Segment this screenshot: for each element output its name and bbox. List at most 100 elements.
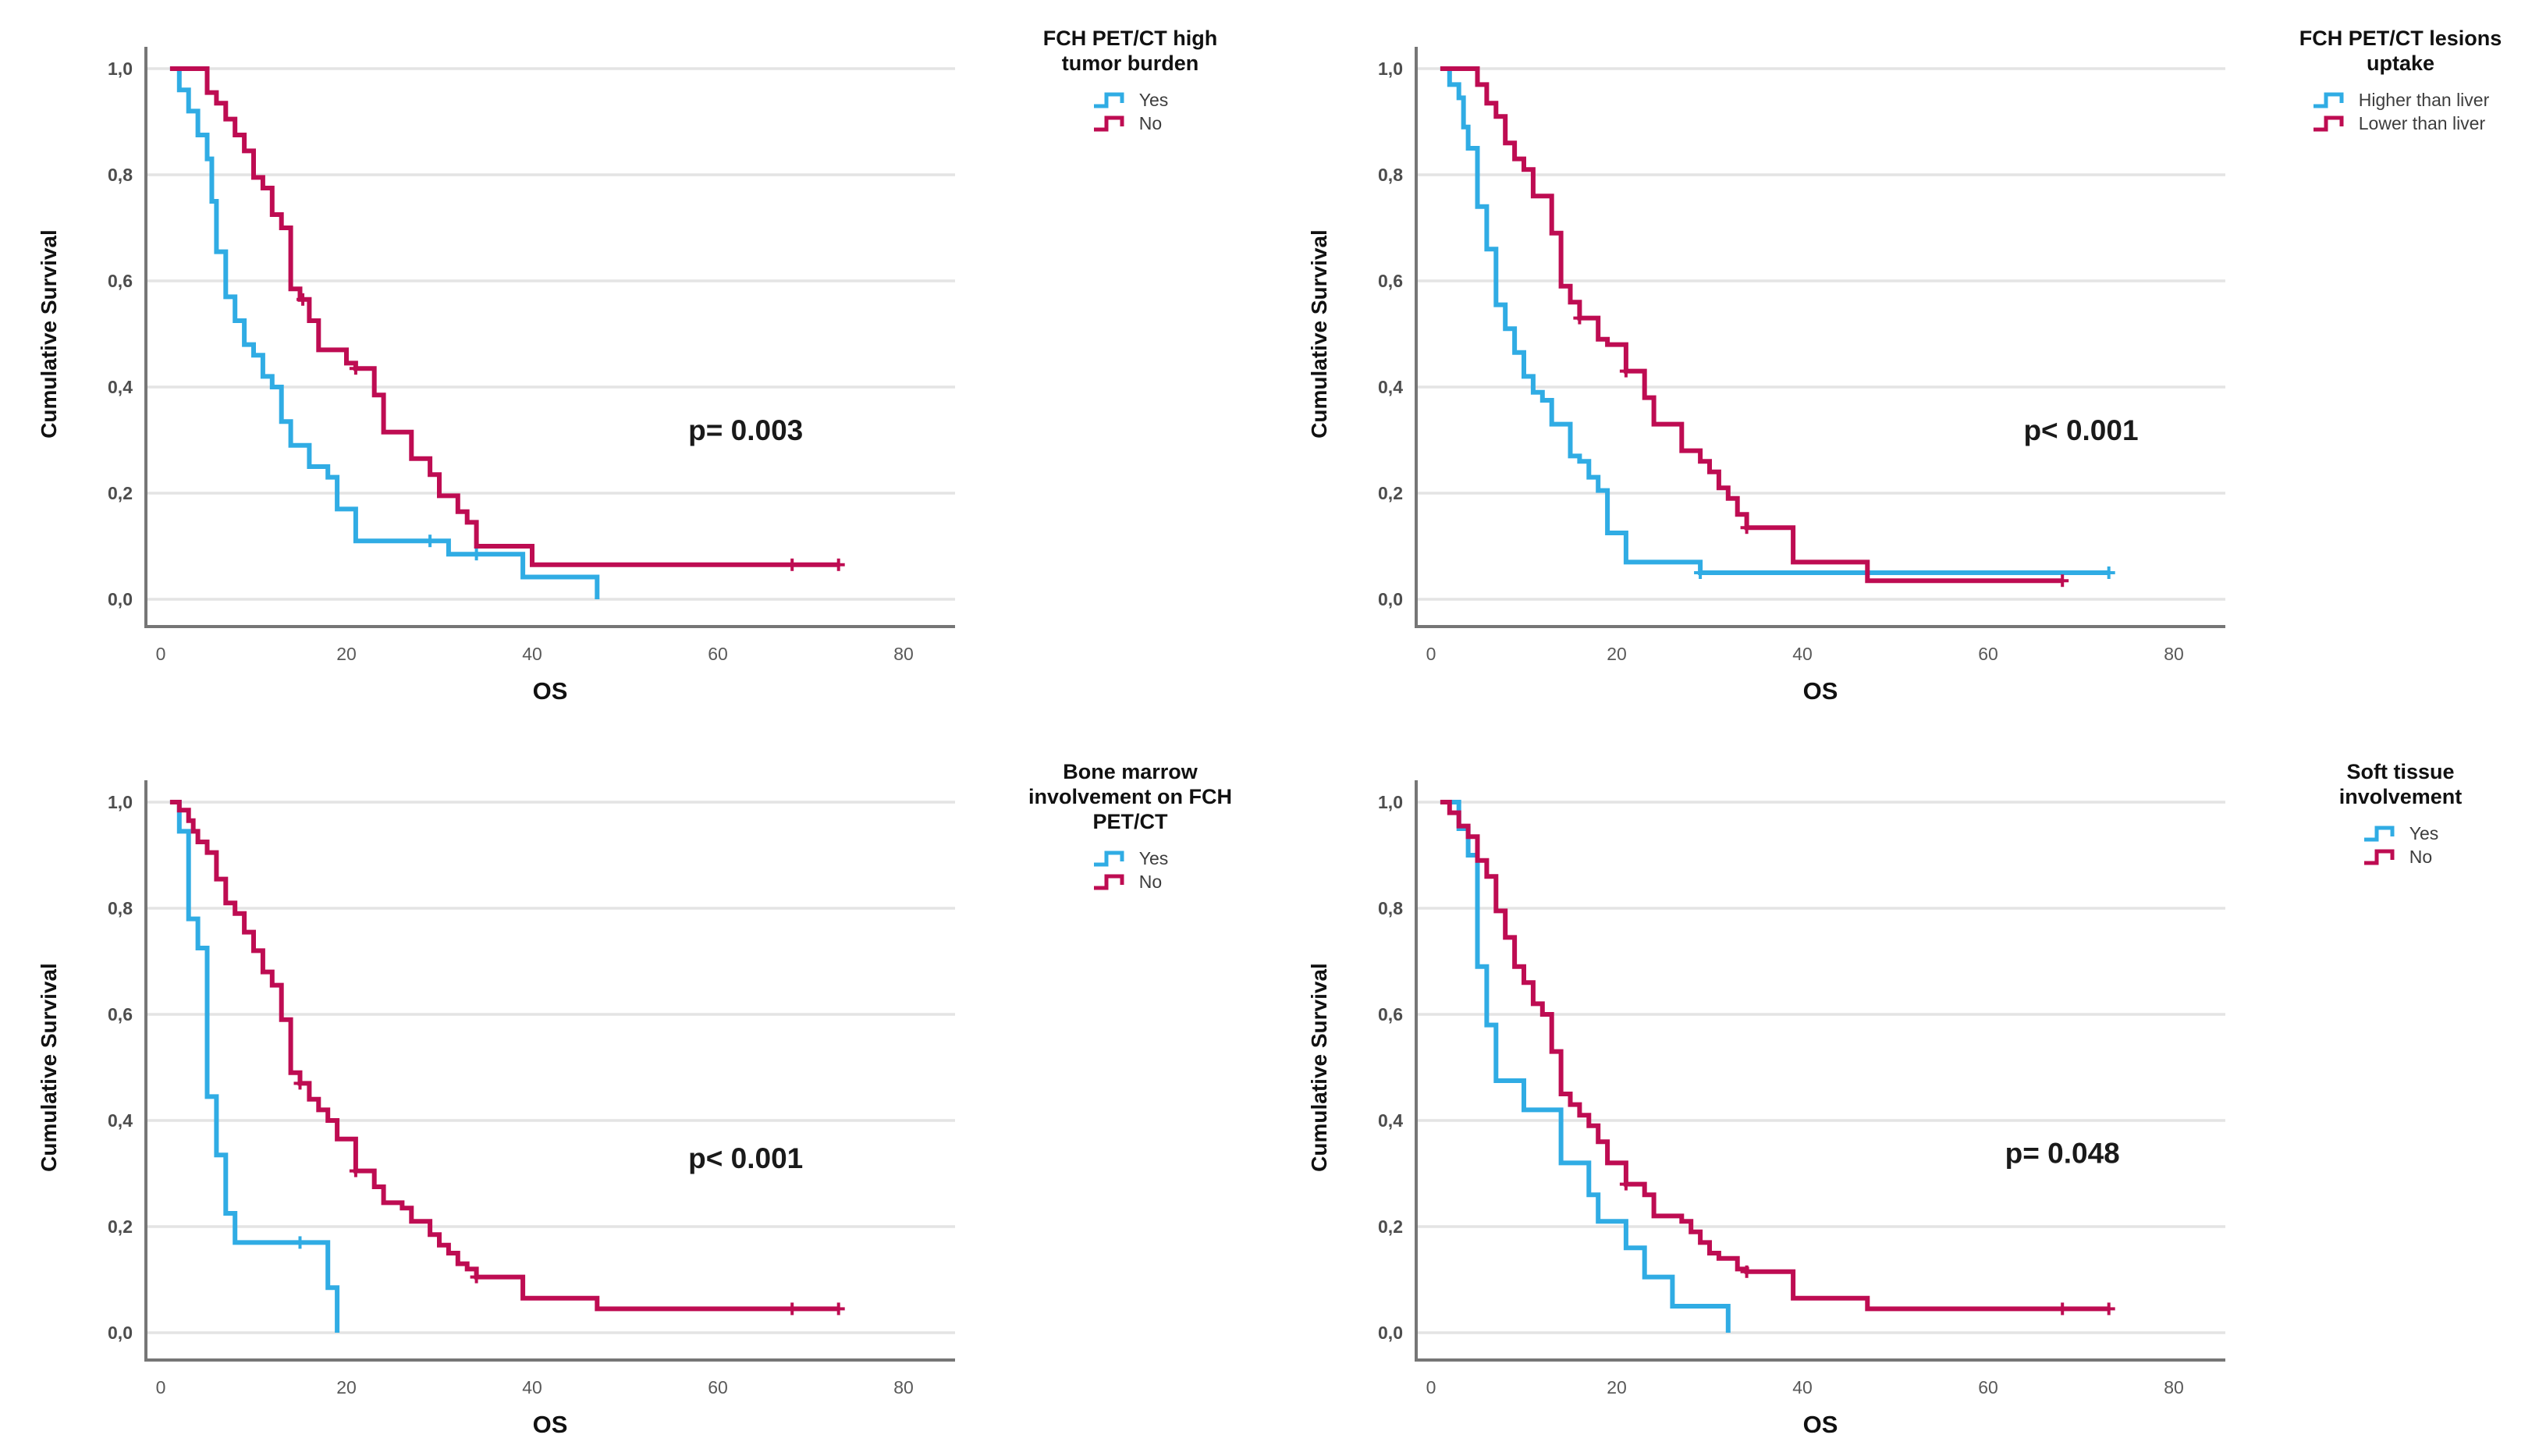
svg-text:0,4: 0,4 [108, 377, 133, 397]
legend-entry-label: No [1138, 112, 1163, 133]
svg-text:0,2: 0,2 [1378, 1216, 1403, 1237]
svg-text:p= 0.048: p= 0.048 [2005, 1137, 2120, 1169]
survival-chart-lesions-uptake: 1,0 0,8 0,6 0,4 0,2 0,0 0 20 40 60 80 Cumulative Su… [1307, 47, 2225, 705]
svg-text:0,4: 0,4 [1378, 1110, 1403, 1131]
svg-text:1,0: 1,0 [1378, 792, 1403, 812]
svg-text:OS: OS [533, 1411, 568, 1438]
svg-text:OS: OS [1803, 1411, 1838, 1438]
km-panel-soft-tissue: 1,0 0,8 0,6 0,4 0,2 0,0 0 20 40 60 80 Cumulative Su… [1298, 740, 2535, 1450]
svg-text:60: 60 [708, 1377, 728, 1397]
survival-chart-tumor-burden: 1,0 0,8 0,6 0,4 0,2 0,0 0 20 40 60 80 Cumulative Su… [37, 47, 955, 705]
svg-text:20: 20 [1607, 1377, 1627, 1397]
svg-text:p= 0.003: p= 0.003 [688, 414, 803, 446]
legend-bone-marrow: Bone marrow involvement on FCH PET/CT Ye… [996, 740, 1265, 896]
legend-entry-label: Higher than liver [2358, 89, 2490, 110]
svg-text:Cumulative Survival: Cumulative Survival [1307, 229, 1331, 439]
svg-text:0,0: 0,0 [1378, 589, 1403, 609]
svg-text:0,8: 0,8 [1378, 165, 1403, 185]
legend-entries: Yes No [2363, 821, 2439, 870]
legend-entry: No [1092, 872, 1169, 893]
svg-text:40: 40 [1792, 644, 1813, 664]
svg-text:0,8: 0,8 [108, 165, 133, 185]
svg-text:1,0: 1,0 [108, 792, 133, 812]
svg-text:0,6: 0,6 [108, 271, 133, 291]
svg-text:80: 80 [2164, 644, 2184, 664]
svg-text:60: 60 [1978, 1377, 1998, 1397]
legend-entry: No [2363, 847, 2439, 868]
svg-text:20: 20 [336, 644, 357, 664]
svg-text:0,4: 0,4 [108, 1110, 133, 1131]
legend-entry: Yes [1092, 89, 1169, 111]
legend-title: Soft tissue involvement [2338, 760, 2463, 808]
legend-lesions-uptake: FCH PET/CT lesions uptake Higher than li… [2266, 6, 2535, 137]
svg-text:0,6: 0,6 [1378, 271, 1403, 291]
svg-text:0,2: 0,2 [108, 1216, 133, 1237]
svg-text:Cumulative Survival: Cumulative Survival [37, 229, 61, 439]
svg-text:0,2: 0,2 [108, 483, 133, 503]
svg-text:0,0: 0,0 [108, 1323, 133, 1343]
km-panel-bone-marrow: 1,0 0,8 0,6 0,4 0,2 0,0 0 20 40 60 80 Cumulative Su… [28, 740, 1265, 1450]
svg-text:Cumulative Survival: Cumulative Survival [1307, 963, 1331, 1172]
svg-text:60: 60 [1978, 644, 1998, 664]
svg-text:0,2: 0,2 [1378, 483, 1403, 503]
survival-chart-bone-marrow: 1,0 0,8 0,6 0,4 0,2 0,0 0 20 40 60 80 Cumulative Su… [37, 780, 955, 1438]
svg-text:0,0: 0,0 [108, 589, 133, 609]
svg-text:40: 40 [1792, 1377, 1813, 1397]
legend-entry: Lower than liver [2312, 113, 2489, 134]
legend-entry-label: No [2409, 846, 2433, 867]
step-line-icon [2313, 92, 2344, 108]
svg-text:OS: OS [533, 677, 568, 705]
km-panel-lesions-uptake: 1,0 0,8 0,6 0,4 0,2 0,0 0 20 40 60 80 Cumulative Su… [1298, 6, 2535, 716]
svg-text:20: 20 [336, 1377, 357, 1397]
step-line-icon [2363, 826, 2395, 842]
svg-text:Cumulative Survival: Cumulative Survival [37, 963, 61, 1172]
km-panel-tumor-burden: 1,0 0,8 0,6 0,4 0,2 0,0 0 20 40 60 80 Cumulative Su… [28, 6, 1265, 716]
svg-text:80: 80 [893, 1377, 914, 1397]
svg-text:OS: OS [1803, 677, 1838, 705]
svg-text:20: 20 [1607, 644, 1627, 664]
svg-text:80: 80 [2164, 1377, 2184, 1397]
legend-entry-label: Yes [1138, 847, 1169, 868]
legend-entry-label: Lower than liver [2358, 112, 2486, 133]
svg-text:0: 0 [156, 1377, 166, 1397]
legend-entry-label: No [1138, 871, 1163, 892]
svg-text:p< 0.001: p< 0.001 [2023, 414, 2138, 446]
svg-text:0,6: 0,6 [1378, 1004, 1403, 1025]
svg-text:0,4: 0,4 [1378, 377, 1403, 397]
legend-entry-label: Yes [1138, 89, 1169, 110]
svg-text:1,0: 1,0 [108, 59, 133, 79]
legend-entries: Yes No [1092, 87, 1169, 137]
legend-entry: Higher than liver [2312, 90, 2489, 111]
legend-entries: Yes No [1092, 846, 1169, 895]
legend-entry: No [1092, 113, 1169, 134]
legend-title: FCH PET/CT lesions uptake [2299, 27, 2502, 75]
svg-text:0,8: 0,8 [108, 898, 133, 918]
legend-title: Bone marrow involvement on FCH PET/CT [1028, 760, 1233, 833]
svg-text:0: 0 [156, 644, 166, 664]
svg-text:0,6: 0,6 [108, 1004, 133, 1025]
step-line-icon [2363, 849, 2395, 865]
legend-entry: Yes [1092, 847, 1169, 869]
svg-text:0,0: 0,0 [1378, 1323, 1403, 1343]
svg-text:0,8: 0,8 [1378, 898, 1403, 918]
legend-entry-label: Yes [2409, 822, 2439, 843]
legend-title: FCH PET/CT high tumor burden [1042, 27, 1218, 75]
legend-entry: Yes [2363, 822, 2439, 844]
legend-entries: Higher than liver Lower than liver [2312, 87, 2489, 137]
svg-text:40: 40 [522, 644, 542, 664]
svg-text:40: 40 [522, 1377, 542, 1397]
step-line-icon [1093, 874, 1124, 890]
svg-text:0: 0 [1426, 1377, 1436, 1397]
svg-text:60: 60 [708, 644, 728, 664]
step-line-icon [1093, 851, 1124, 867]
svg-text:1,0: 1,0 [1378, 59, 1403, 79]
svg-text:0: 0 [1426, 644, 1436, 664]
survival-chart-soft-tissue: 1,0 0,8 0,6 0,4 0,2 0,0 0 20 40 60 80 Cumulative Su… [1307, 780, 2225, 1438]
step-line-icon [2313, 115, 2344, 132]
step-line-icon [1093, 92, 1124, 108]
svg-text:80: 80 [893, 644, 914, 664]
step-line-icon [1093, 115, 1124, 132]
legend-soft-tissue: Soft tissue involvement Yes No [2266, 740, 2535, 871]
legend-tumor-burden: FCH PET/CT high tumor burden Yes No [996, 6, 1265, 137]
svg-text:p< 0.001: p< 0.001 [688, 1142, 803, 1174]
